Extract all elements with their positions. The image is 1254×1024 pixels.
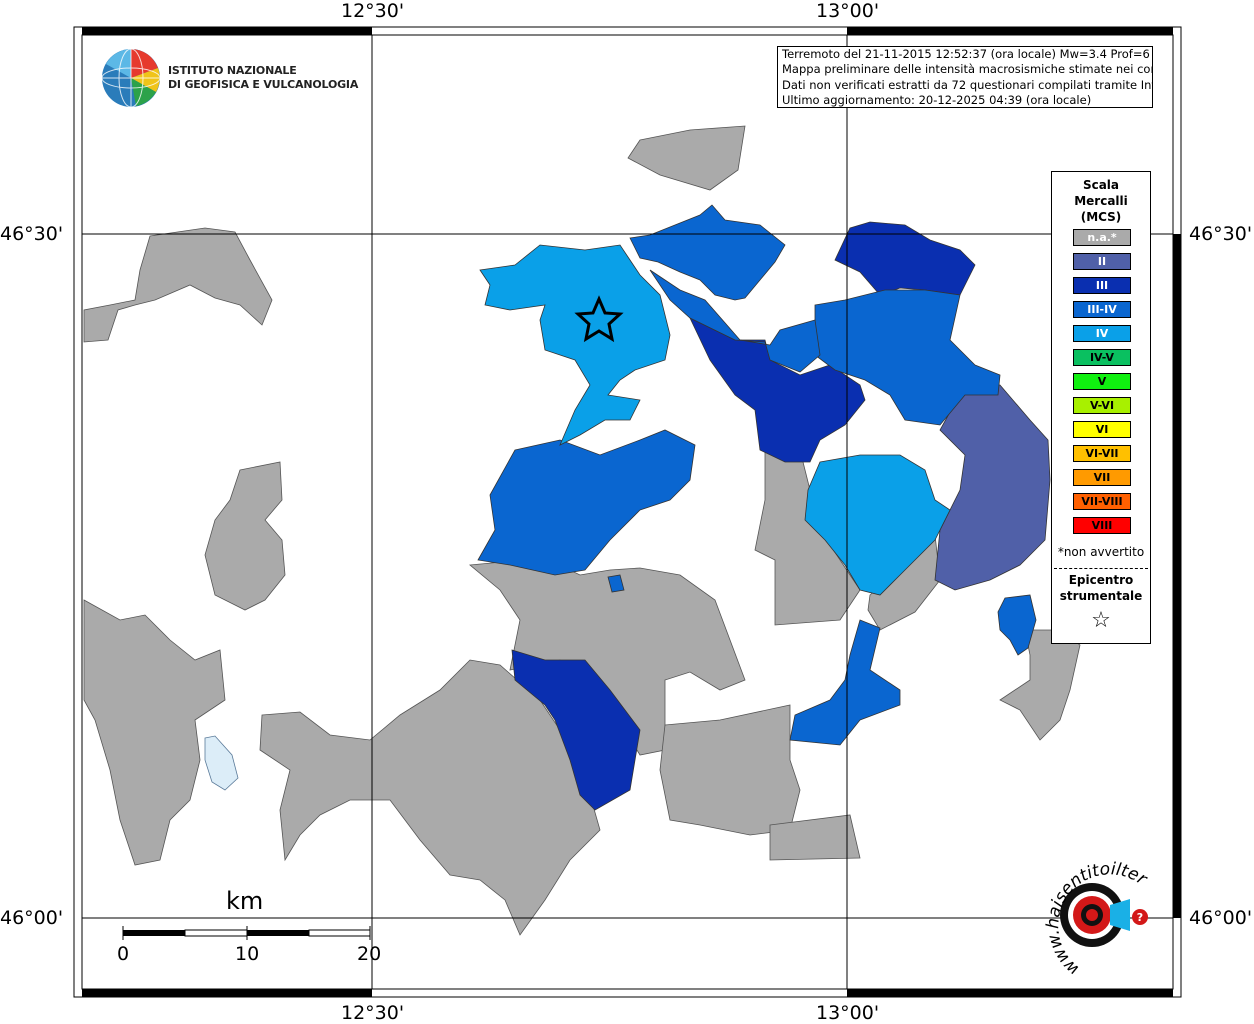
legend-swatch-viiviii: VII-VIII	[1073, 493, 1131, 510]
mcs-legend: Scala Mercalli (MCS) n.a.* II III III-IV IV I…	[1051, 171, 1151, 644]
legend-swatch-vvi: V-VI	[1073, 397, 1131, 414]
area-na-southwest	[83, 599, 226, 866]
legend-title-1: Scala	[1082, 178, 1120, 192]
legend-swatch-vivii: VI-VII	[1073, 445, 1131, 462]
area-IV-epicenter	[479, 244, 671, 446]
legend-separator	[1054, 568, 1148, 569]
info-line4: Ultimo aggiornamento: 20-12-2025 04:39 (…	[782, 92, 1092, 107]
comuni-II	[934, 384, 1051, 591]
area-na-southeast2	[769, 814, 861, 861]
comuni-IV	[479, 244, 951, 596]
coord-left-4600: 46°00'	[0, 907, 64, 929]
coord-top-1230: 12°30'	[341, 0, 405, 22]
area-na-south-west2	[259, 659, 601, 936]
area-IIIIV-far-east	[997, 594, 1037, 656]
scale-tick-10: 10	[235, 943, 260, 965]
frame-ticks	[82, 27, 1181, 997]
area-IIIIV-small	[607, 574, 625, 593]
area-na-south-east	[659, 704, 801, 836]
legend-title: Scala Mercalli (MCS)	[1052, 177, 1150, 225]
legend-swatch-iiiiv: III-IV	[1073, 301, 1131, 318]
coord-right-4630: 46°30'	[1189, 223, 1253, 245]
coord-bottom-1230: 12°30'	[341, 1002, 405, 1024]
scale-unit: km	[226, 887, 264, 915]
svg-text:?: ?	[1137, 911, 1143, 924]
legend-swatch-ii: II	[1073, 253, 1131, 270]
legend-swatch-iii: III	[1073, 277, 1131, 294]
area-na-north	[627, 125, 746, 191]
epicenter-star	[574, 295, 624, 343]
legend-swatch-na: n.a.*	[1073, 229, 1131, 246]
scale-bar	[122, 926, 371, 940]
legend-epi-2: strumentale	[1059, 589, 1143, 603]
scale-tick-0: 0	[117, 943, 130, 965]
graticule	[82, 35, 1173, 989]
coord-top-1300: 13°00'	[816, 0, 880, 22]
comuni-na	[83, 125, 1081, 936]
ingv-logo-text: ISTITUTO NAZIONALE DI GEOFISICA E VULCAN…	[168, 64, 358, 92]
info-line2: Mappa preliminare delle intensità macros…	[782, 62, 1153, 77]
legend-swatch-v: V	[1073, 373, 1131, 390]
coord-bottom-1300: 13°00'	[816, 1002, 880, 1024]
legend-epicenter-label: Epicentro strumentale	[1052, 572, 1150, 604]
ingv-line1: ISTITUTO NAZIONALE	[168, 64, 297, 77]
area-IIIIV-mid	[649, 269, 821, 373]
area-IIIIV-south	[789, 619, 901, 746]
legend-swatch-vi: VI	[1073, 421, 1131, 438]
legend-swatch-vii: VII	[1073, 469, 1131, 486]
area-IIIIV-southwest	[477, 429, 696, 576]
area-na-center-south	[469, 557, 746, 756]
terremoto-logo-icon: ?	[1060, 883, 1148, 947]
coord-left-4630: 46°30'	[0, 223, 64, 245]
coord-right-4600: 46°00'	[1189, 907, 1253, 929]
legend-epi-1: Epicentro	[1068, 573, 1134, 587]
area-IIIIV-east	[814, 289, 1001, 426]
area-IV-southeast	[804, 454, 951, 596]
area-na-northwest	[83, 227, 273, 343]
legend-note: *non avvertito	[1057, 545, 1145, 559]
legend-swatch-iv: IV	[1073, 325, 1131, 342]
scale-tick-20: 20	[357, 943, 382, 965]
legend-swatch-ivv: IV-V	[1073, 349, 1131, 366]
event-info-box: Terremoto del 21-11-2015 12:52:37 (ora l…	[777, 46, 1153, 108]
legend-title-2: Mercalli	[1074, 194, 1128, 208]
area-IIIIV-north	[629, 204, 786, 301]
ingv-line2: DI GEOFISICA E VULCANOLOGIA	[168, 78, 359, 91]
info-line1: Terremoto del 21-11-2015 12:52:37 (ora l…	[782, 47, 1153, 61]
legend-star-icon: ☆	[1091, 608, 1111, 633]
legend-title-3: (MCS)	[1080, 210, 1122, 224]
comuni-III-IV	[477, 204, 1037, 746]
area-na-center-east	[754, 444, 861, 626]
ingv-logo-icon	[101, 48, 161, 108]
legend-swatch-viii: VIII	[1073, 517, 1131, 534]
area-II-east	[934, 384, 1051, 591]
info-line3: Dati non verificati estratti da 72 quest…	[782, 77, 1153, 92]
area-na-west-center	[204, 461, 286, 611]
area-III-south	[511, 649, 641, 811]
lake	[204, 735, 239, 791]
